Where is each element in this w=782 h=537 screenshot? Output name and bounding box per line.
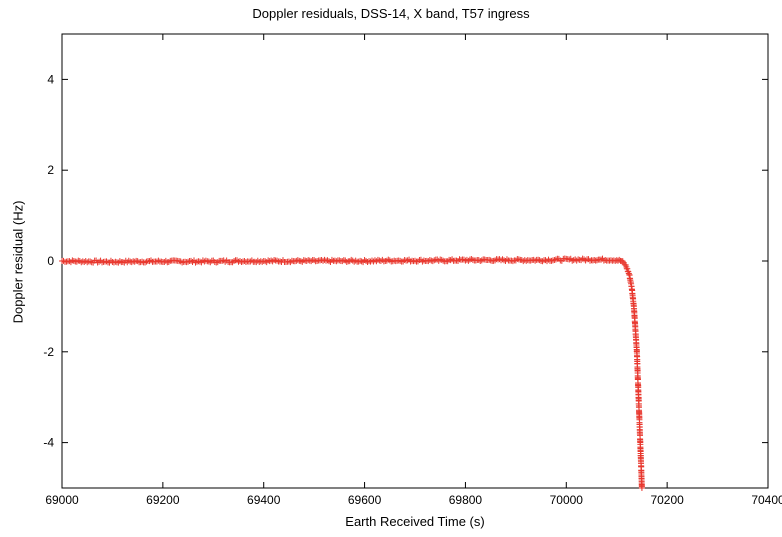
- x-tick-label: 69800: [449, 493, 483, 507]
- y-tick-label: 0: [47, 254, 54, 268]
- x-tick-label: 70400: [751, 493, 782, 507]
- data-point: [548, 257, 555, 264]
- data-point: [575, 256, 582, 263]
- data-point: [431, 257, 438, 264]
- x-tick-label: 69200: [146, 493, 180, 507]
- data-point: [573, 257, 580, 264]
- data-point: [444, 258, 451, 265]
- data-point: [379, 256, 386, 263]
- data-point: [277, 258, 284, 265]
- data-point: [492, 257, 499, 264]
- data-point: [552, 256, 559, 263]
- data-point: [142, 259, 149, 266]
- data-point: [585, 256, 592, 263]
- data-point: [205, 258, 212, 265]
- data-point: [116, 258, 123, 265]
- data-point: [131, 258, 138, 265]
- data-point: [328, 256, 335, 263]
- data-point: [512, 257, 519, 264]
- data-point: [551, 257, 558, 264]
- data-point: [115, 259, 122, 266]
- data-point: [616, 256, 623, 263]
- data-point: [165, 258, 172, 265]
- data-point: [248, 257, 255, 264]
- data-point: [202, 257, 209, 264]
- data-point: [297, 258, 304, 265]
- data-point: [103, 258, 110, 265]
- data-points-layer: [59, 255, 645, 491]
- data-point: [468, 256, 475, 263]
- x-tick-label: 69400: [247, 493, 281, 507]
- data-point: [254, 257, 261, 264]
- data-point: [343, 259, 350, 266]
- data-point: [594, 257, 601, 264]
- data-point: [274, 257, 281, 264]
- data-point: [503, 256, 510, 263]
- data-point: [477, 257, 484, 264]
- data-point: [87, 258, 94, 265]
- data-point: [155, 257, 162, 264]
- y-tick-label: -2: [43, 345, 54, 359]
- data-point: [214, 259, 221, 266]
- data-point: [294, 257, 301, 264]
- data-point: [339, 258, 346, 265]
- x-axis-label: Earth Received Time (s): [345, 514, 485, 529]
- data-point: [125, 257, 132, 264]
- data-point: [486, 256, 493, 263]
- x-tick-label: 70200: [650, 493, 684, 507]
- y-axis-label: Doppler residual (Hz): [10, 200, 26, 324]
- data-point: [438, 256, 445, 263]
- data-point: [412, 257, 418, 264]
- data-point: [429, 258, 436, 265]
- y-tick-label: 2: [47, 163, 54, 177]
- chart-title: Doppler residuals, DSS-14, X band, T57 i…: [252, 6, 530, 21]
- data-point: [566, 256, 573, 263]
- data-point: [287, 259, 294, 266]
- y-tick-label: 4: [47, 72, 54, 86]
- data-point: [269, 258, 276, 265]
- data-point: [400, 258, 407, 265]
- data-point: [147, 257, 154, 264]
- data-point: [602, 256, 609, 263]
- data-point: [342, 257, 349, 264]
- data-point: [192, 259, 199, 266]
- data-point: [73, 258, 80, 265]
- data-point: [143, 258, 150, 265]
- data-point: [545, 256, 552, 263]
- x-tick-label: 70000: [550, 493, 584, 507]
- data-point: [397, 257, 404, 264]
- x-tick-label: 69600: [348, 493, 382, 507]
- x-tick-label: 69000: [45, 493, 79, 507]
- data-point: [638, 485, 645, 491]
- data-point: [509, 258, 516, 265]
- data-point: [419, 258, 426, 265]
- ticks-layer: 69000 69200 69400 69600 69800 70000 70200 70400…: [43, 34, 782, 507]
- data-point: [231, 257, 238, 264]
- data-point: [570, 257, 577, 264]
- data-point: [532, 257, 539, 264]
- data-point: [69, 257, 76, 264]
- y-tick-label: -4: [43, 436, 54, 450]
